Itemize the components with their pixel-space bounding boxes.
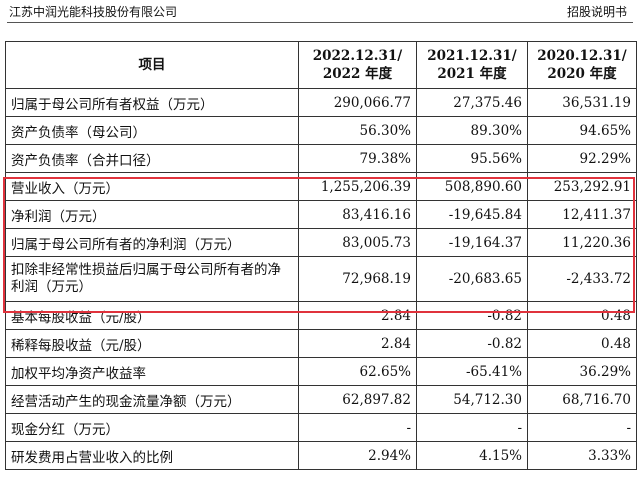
value-2022: 290,066.77 — [298, 88, 417, 117]
row-label: 加权平均净资产收益率 — [5, 357, 299, 386]
value-2022: 2.94% — [298, 441, 417, 470]
value-2022: 56.30% — [298, 116, 417, 145]
value-2020: 3.33% — [527, 441, 637, 470]
value-2022: 72,968.19 — [298, 256, 417, 302]
value-2020: 11,220.36 — [527, 228, 637, 257]
value-2020: 0.48 — [527, 301, 637, 330]
value-2020: 36.29% — [527, 357, 637, 386]
table-header-row: 项目 2022.12.31/ 2022 年度 2021.12.31/ 2021 … — [5, 41, 637, 89]
value-2021: -19,164.37 — [416, 228, 528, 257]
document-type: 招股说明书 — [566, 5, 627, 19]
value-2022: 2.84 — [298, 329, 417, 358]
value-2020: 253,292.91 — [527, 172, 637, 201]
value-2021: -65.41% — [416, 357, 528, 386]
table-row: 归属于母公司所有者权益（万元） 290,066.77 27,375.46 36,… — [5, 88, 637, 117]
value-2022: 79.38% — [298, 144, 417, 173]
header-2022: 2022.12.31/ 2022 年度 — [298, 41, 417, 89]
value-2022: - — [298, 413, 417, 442]
header-2020-year: 2020 年度 — [547, 66, 617, 82]
value-2021: 89.30% — [416, 116, 528, 145]
row-label: 经营活动产生的现金流量净额（万元） — [5, 385, 299, 414]
value-2022: 1,255,206.39 — [298, 172, 417, 201]
table-row: 净利润（万元） 83,416.16 -19,645.84 12,411.37 — [5, 200, 637, 229]
table-row: 基本每股收益（元/股） 2.84 -0.82 0.48 — [5, 301, 637, 330]
table-row: 资产负债率（合并口径） 79.38% 95.56% 92.29% — [5, 144, 637, 173]
value-2020: - — [527, 413, 637, 442]
row-label: 归属于母公司所有者权益（万元） — [5, 88, 299, 117]
row-label: 基本每股收益（元/股） — [5, 301, 299, 330]
header-2020: 2020.12.31/ 2020 年度 — [527, 41, 637, 89]
table-row: 研发费用占营业收入的比例 2.94% 4.15% 3.33% — [5, 441, 637, 470]
value-2021: 508,890.60 — [416, 172, 528, 201]
value-2020: 94.65% — [527, 116, 637, 145]
value-2020: 68,716.70 — [527, 385, 637, 414]
value-2021: 54,712.30 — [416, 385, 528, 414]
header-2020-date: 2020.12.31/ — [537, 48, 627, 64]
table-row: 归属于母公司所有者的净利润（万元） 83,005.73 -19,164.37 1… — [5, 228, 637, 257]
value-2020: 0.48 — [527, 329, 637, 358]
row-label: 净利润（万元） — [5, 200, 299, 229]
header-2021: 2021.12.31/ 2021 年度 — [416, 41, 528, 89]
value-2022: 62.65% — [298, 357, 417, 386]
company-name: 江苏中润光能科技股份有限公司 — [9, 5, 178, 19]
value-2021: -19,645.84 — [416, 200, 528, 229]
value-2021: - — [416, 413, 528, 442]
value-2022: 83,005.73 — [298, 228, 417, 257]
row-label: 营业收入（万元） — [5, 172, 299, 201]
header-2021-date: 2021.12.31/ — [427, 48, 517, 64]
table-row: 加权平均净资产收益率 62.65% -65.41% 36.29% — [5, 357, 637, 386]
row-label: 归属于母公司所有者的净利润（万元） — [5, 228, 299, 257]
table-row: 经营活动产生的现金流量净额（万元） 62,897.82 54,712.30 68… — [5, 385, 637, 414]
header-2021-year: 2021 年度 — [437, 66, 507, 82]
row-label: 扣除非经常性损益后归属于母公司所有者的净利润（万元） — [5, 256, 299, 302]
row-label: 研发费用占营业收入的比例 — [5, 441, 299, 470]
value-2021: -0.82 — [416, 329, 528, 358]
value-2020: 92.29% — [527, 144, 637, 173]
header-2022-year: 2022 年度 — [322, 66, 393, 82]
page-header: 江苏中润光能科技股份有限公司 招股说明书 — [7, 0, 633, 23]
value-2020: 12,411.37 — [527, 200, 637, 229]
value-2022: 2.84 — [298, 301, 417, 330]
header-2022-date: 2022.12.31/ — [312, 48, 403, 64]
table-row: 稀释每股收益（元/股） 2.84 -0.82 0.48 — [5, 329, 637, 358]
value-2021: 4.15% — [416, 441, 528, 470]
financial-table: 项目 2022.12.31/ 2022 年度 2021.12.31/ 2021 … — [5, 41, 637, 470]
value-2022: 62,897.82 — [298, 385, 417, 414]
value-2021: -0.82 — [416, 301, 528, 330]
table-row: 扣除非经常性损益后归属于母公司所有者的净利润（万元） 72,968.19 -20… — [5, 256, 637, 302]
value-2021: -20,683.65 — [416, 256, 528, 302]
header-item: 项目 — [5, 41, 299, 89]
value-2021: 95.56% — [416, 144, 528, 173]
row-label: 资产负债率（合并口径） — [5, 144, 299, 173]
table-row: 现金分红（万元） - - - — [5, 413, 637, 442]
row-label: 现金分红（万元） — [5, 413, 299, 442]
value-2021: 27,375.46 — [416, 88, 528, 117]
row-label: 稀释每股收益（元/股） — [5, 329, 299, 358]
value-2022: 83,416.16 — [298, 200, 417, 229]
table-row: 资产负债率（母公司） 56.30% 89.30% 94.65% — [5, 116, 637, 145]
value-2020: -2,433.72 — [527, 256, 637, 302]
table-row: 营业收入（万元） 1,255,206.39 508,890.60 253,292… — [5, 172, 637, 201]
row-label: 资产负债率（母公司） — [5, 116, 299, 145]
value-2020: 36,531.19 — [527, 88, 637, 117]
